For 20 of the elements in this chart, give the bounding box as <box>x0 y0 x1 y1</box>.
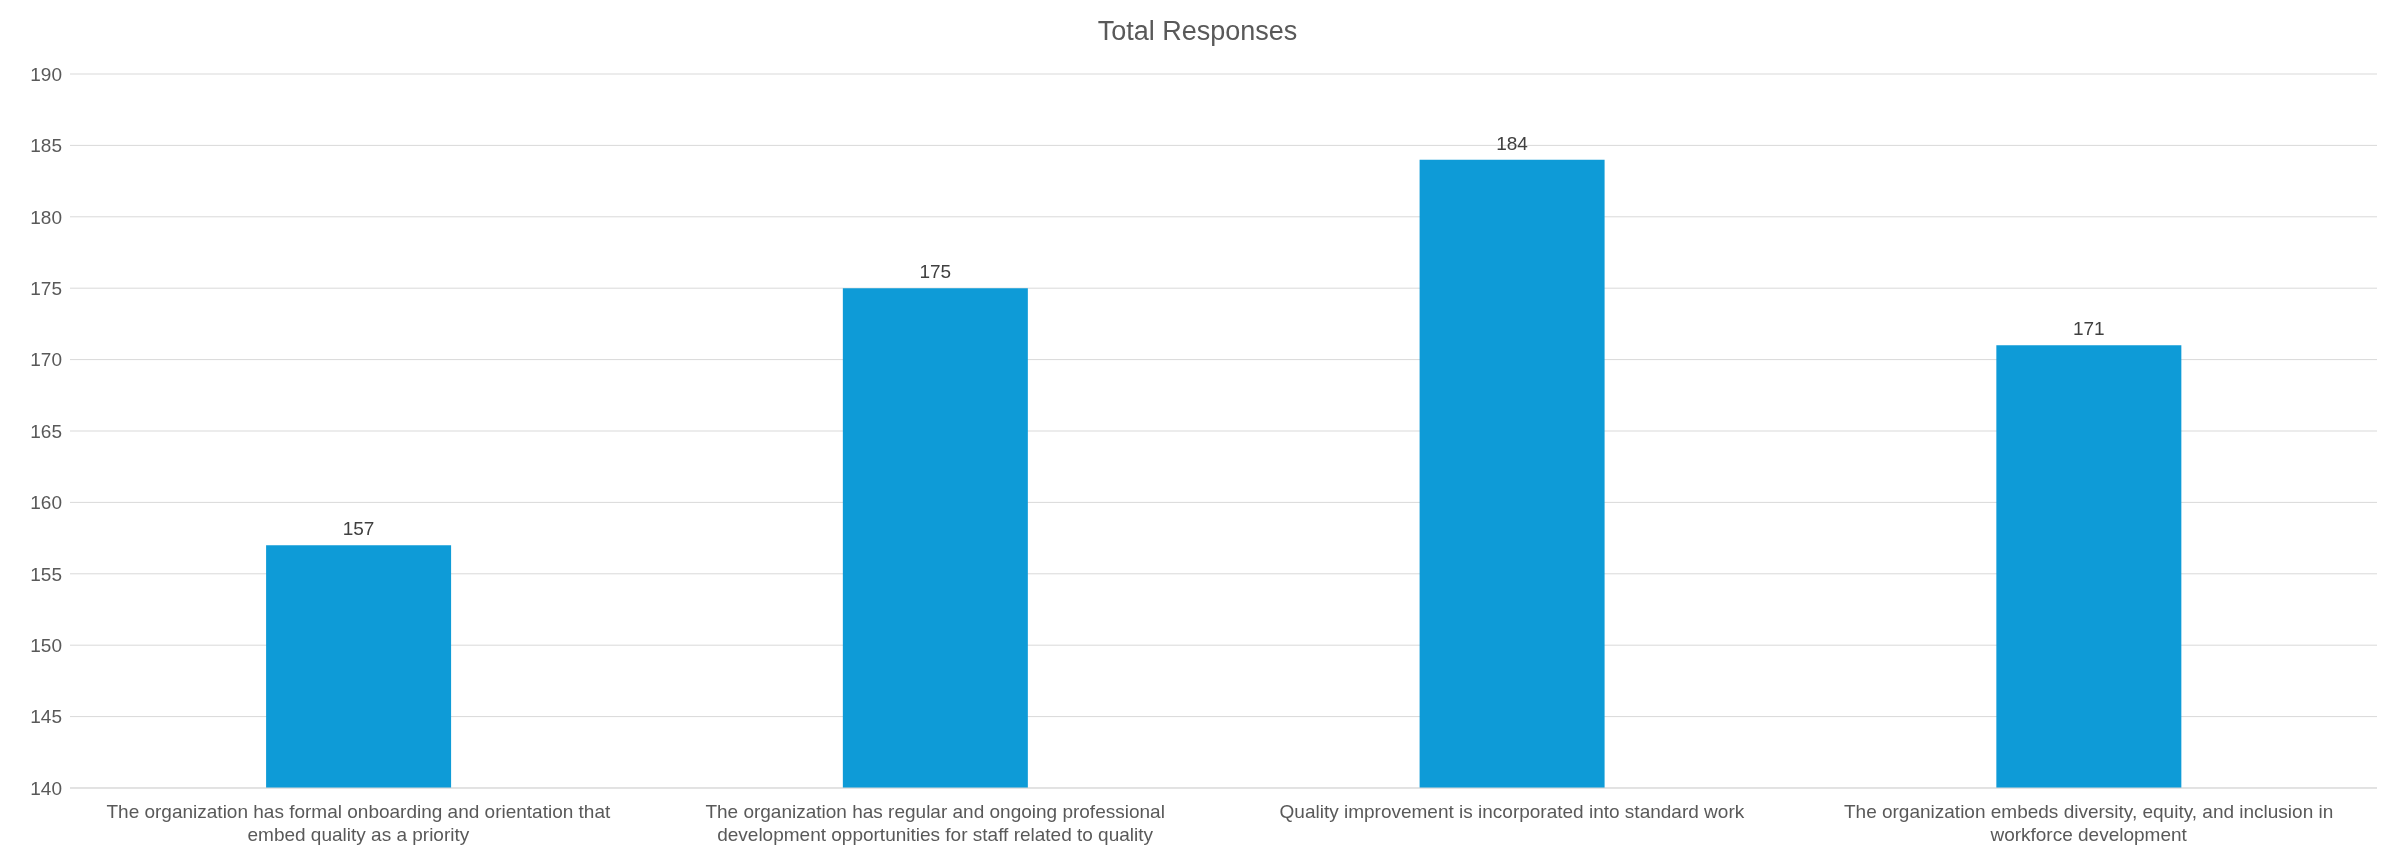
y-tick-label: 180 <box>30 206 62 228</box>
data-label: 175 <box>919 261 952 283</box>
y-tick-label: 165 <box>30 420 62 442</box>
y-tick-label: 190 <box>30 63 62 85</box>
y-tick-label: 150 <box>30 634 62 656</box>
y-tick-label: 140 <box>30 777 62 799</box>
x-tick-label: The organization has formal onboarding and orientation that embed quality as a priority <box>106 801 612 845</box>
y-tick-label: 155 <box>30 563 62 585</box>
y-tick-label: 145 <box>30 706 62 728</box>
x-tick-label: The organization embeds diversity, equity, and inclusion in workforce development <box>1843 801 2334 845</box>
data-label: 157 <box>342 518 375 540</box>
x-tick-label: The organization has regular and ongoing professional development opportunities for staff related to quality <box>705 801 1165 845</box>
data-label: 171 <box>2072 318 2105 340</box>
y-tick-label: 175 <box>30 277 62 299</box>
y-tick-label: 160 <box>30 492 62 514</box>
x-tick-label: Quality improvement is incorporated into standard work <box>1279 801 1745 822</box>
y-tick-label: 185 <box>30 135 62 157</box>
y-tick-label: 170 <box>30 349 62 371</box>
chart-title: Total Responses <box>1096 15 1299 48</box>
data-label: 184 <box>1496 132 1529 154</box>
